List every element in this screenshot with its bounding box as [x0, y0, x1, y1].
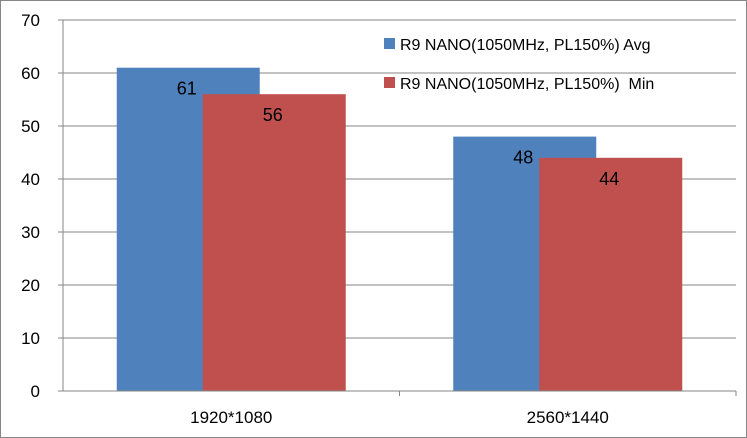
data-label: 44 — [599, 169, 619, 189]
legend-label: R9 NANO(1050MHz, PL150%) Avg — [400, 37, 650, 54]
y-tick-label: 40 — [21, 170, 40, 189]
axes — [58, 19, 737, 396]
legend-label: R9 NANO(1050MHz, PL150%) Min — [400, 76, 654, 93]
data-label: 48 — [513, 148, 533, 168]
y-tick-label: 70 — [21, 11, 40, 30]
legend: R9 NANO(1050MHz, PL150%) Avg R9 NANO(1050… — [384, 37, 654, 93]
y-tick-label: 50 — [21, 117, 40, 136]
bar-min — [539, 157, 683, 391]
bar-min — [202, 94, 346, 391]
data-label: 56 — [263, 105, 283, 125]
y-tick-label: 0 — [31, 382, 40, 401]
legend-swatch — [384, 77, 395, 88]
y-tick-label: 20 — [21, 276, 40, 295]
bars — [116, 67, 683, 391]
legend-swatch — [384, 38, 395, 49]
x-tick-label: 2560*1440 — [527, 408, 609, 427]
y-tick-label: 30 — [21, 223, 40, 242]
x-tick-label: 1920*1080 — [190, 408, 272, 427]
y-tick-label: 10 — [21, 329, 40, 348]
data-label: 61 — [177, 79, 197, 99]
y-tick-label: 60 — [21, 64, 40, 83]
labels: 0 10 20 30 40 50 60 70 61 56 1920*1080 48 44 2560*144… — [21, 11, 619, 427]
